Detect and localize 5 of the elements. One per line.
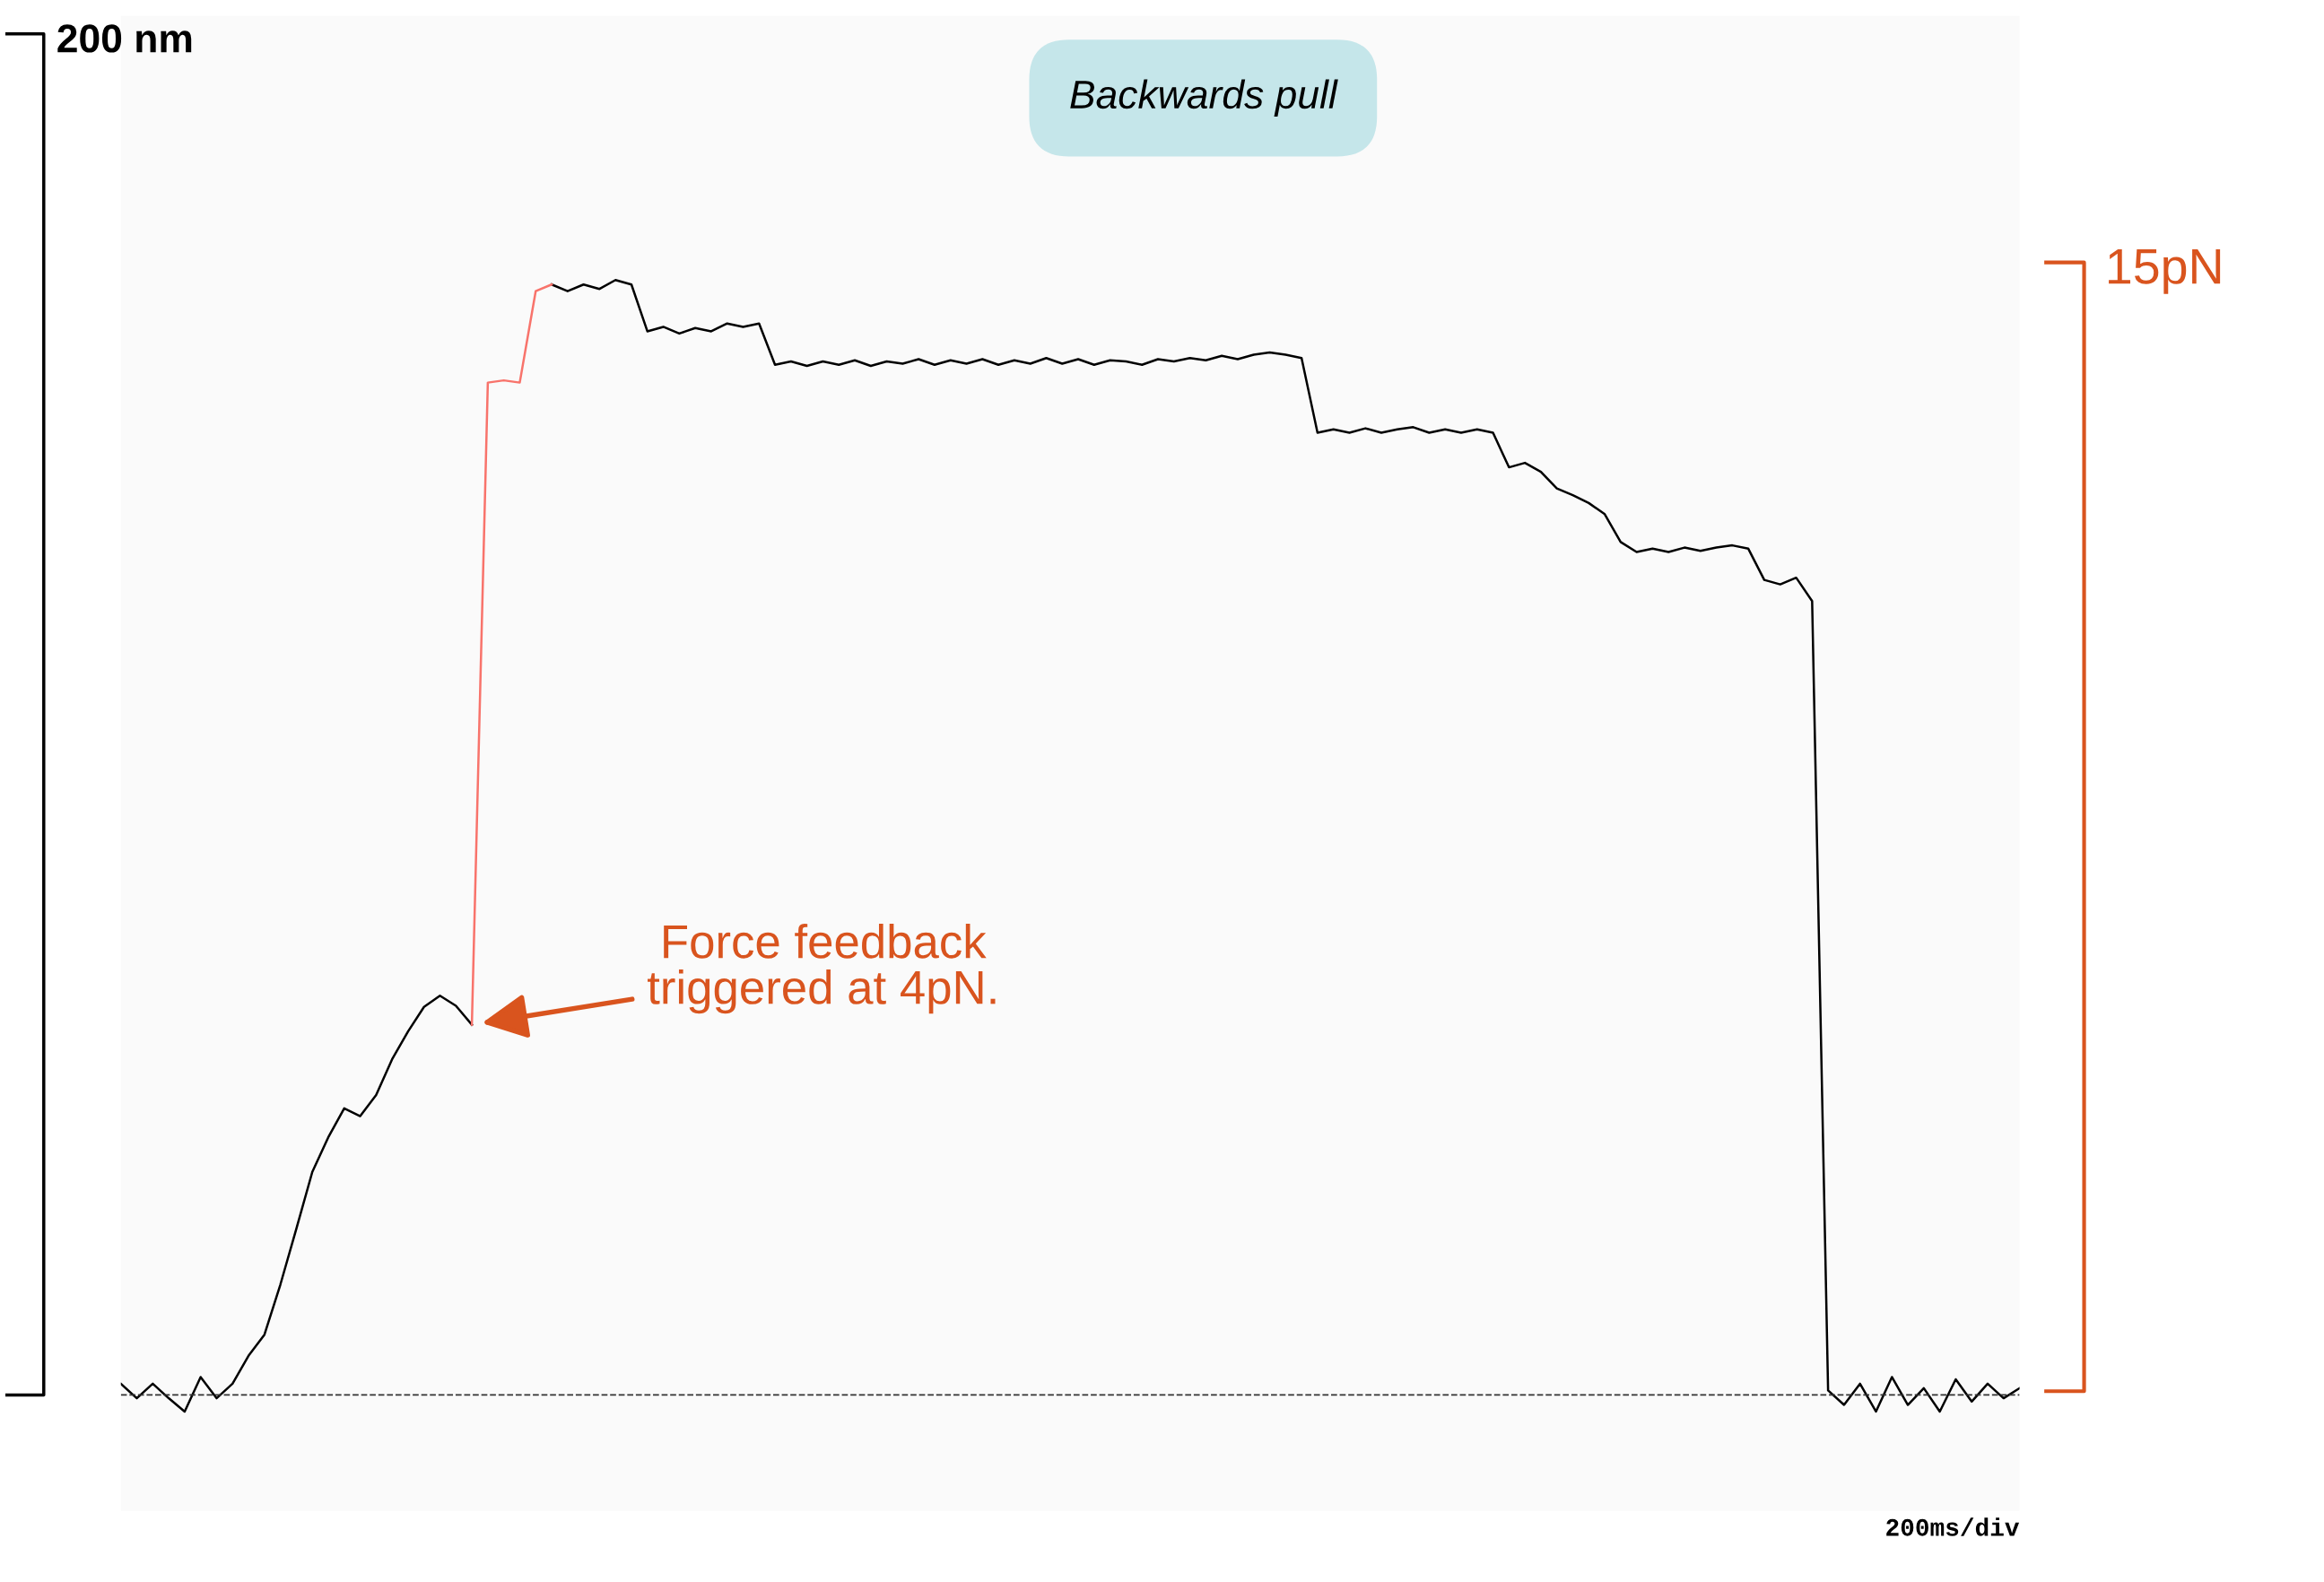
chart-title: Backwards pull <box>1070 79 1338 117</box>
text: 15pN <box>2109 249 2221 294</box>
annotation: Force feedback triggered at 4pN. <box>648 923 996 1014</box>
text: 200 nm <box>57 24 192 53</box>
x-axis-title: 200ms/div <box>1886 1517 2020 1536</box>
